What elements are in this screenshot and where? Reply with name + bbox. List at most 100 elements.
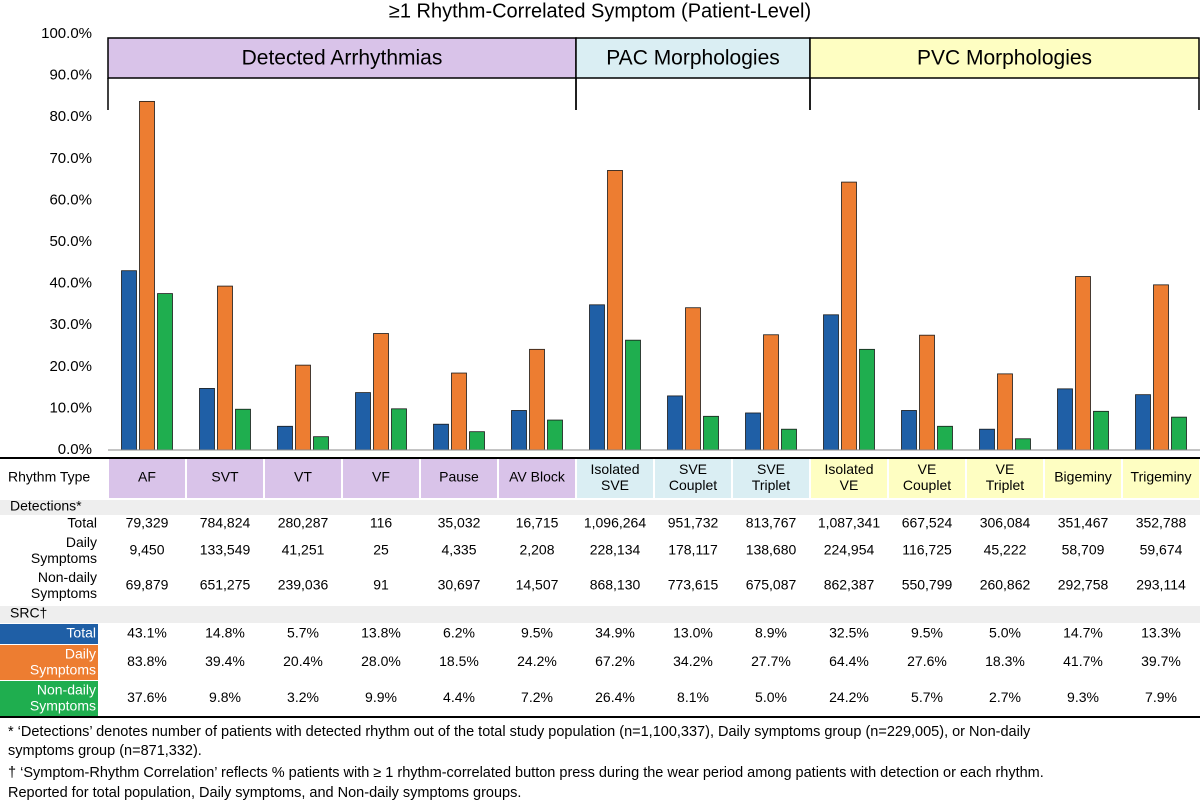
bar: [157, 293, 173, 451]
category-label: AF: [138, 469, 156, 485]
group-box: [575, 37, 811, 79]
cell: 178,117: [668, 542, 718, 558]
cell: 9,450: [129, 542, 164, 558]
cell: 813,767: [746, 515, 797, 531]
bar: [781, 428, 797, 451]
value-label: 5.0%: [989, 625, 1021, 641]
category-cell: [499, 459, 575, 498]
bar: [667, 395, 683, 451]
legend-label: Non-daily Symptoms: [30, 681, 96, 713]
value-label: 6.2%: [443, 625, 475, 641]
category-cell: [967, 459, 1043, 498]
section-label: SRC†: [10, 605, 47, 621]
bar: [685, 307, 701, 451]
group-label: PVC Morphologies: [917, 47, 1092, 70]
y-tick-label: 20.0%: [49, 358, 92, 375]
category-label: Isolated SVE: [590, 461, 639, 493]
value-label: 5.7%: [911, 689, 943, 705]
value-label: 13.3%: [1141, 625, 1181, 641]
cell: 91: [373, 577, 389, 593]
bar: [235, 408, 251, 451]
value-label: 39.4%: [205, 653, 245, 669]
category-cell: [265, 459, 341, 498]
value-label: 32.5%: [829, 625, 869, 641]
value-label: 67.2%: [595, 653, 635, 669]
table-header: Rhythm Type: [8, 469, 90, 485]
category-label: SVE Couplet: [669, 461, 717, 493]
bar: [451, 372, 467, 451]
cell: 69,879: [126, 577, 169, 593]
y-tick-label: 10.0%: [49, 399, 92, 416]
category-cell: [577, 459, 653, 498]
footnote: symptoms group (n=871,332).: [8, 743, 202, 759]
group-box: [107, 37, 577, 79]
bar: [391, 408, 407, 451]
category-cell: [187, 459, 263, 498]
bar: [1153, 284, 1169, 451]
value-label: 14.7%: [1063, 625, 1103, 641]
value-label: 28.0%: [361, 653, 401, 669]
bar: [469, 431, 485, 451]
bar: [1015, 438, 1031, 451]
bar: [859, 348, 875, 451]
cell: 228,134: [590, 542, 641, 558]
bar: [823, 314, 839, 451]
y-tick-label: 90.0%: [49, 67, 92, 84]
cell: 14,507: [516, 577, 559, 593]
cell: 116: [370, 515, 393, 531]
bar: [841, 181, 857, 451]
bar: [139, 100, 155, 451]
cell: 306,084: [980, 515, 1031, 531]
cell: 58,709: [1062, 542, 1105, 558]
cell: 773,615: [668, 577, 719, 593]
legend-label: Daily Symptoms: [30, 645, 96, 677]
cell: 59,674: [1140, 542, 1183, 558]
category-cell: [109, 459, 185, 498]
value-label: 13.0%: [673, 625, 713, 641]
value-label: 27.7%: [751, 653, 791, 669]
y-tick-label: 100.0%: [41, 25, 92, 42]
chart-title: ≥1 Rhythm-Correlated Symptom (Patient-Le…: [389, 0, 811, 22]
section-label: Detections*: [10, 498, 82, 514]
bar: [1093, 410, 1109, 451]
bar: [1057, 388, 1073, 451]
bar: [901, 410, 917, 451]
cell: 868,130: [590, 577, 641, 593]
cell: 951,732: [668, 515, 719, 531]
value-label: 39.7%: [1141, 653, 1181, 669]
category-cell: [343, 459, 419, 498]
category-label: VE Triplet: [986, 461, 1024, 493]
cell: 35,032: [438, 515, 481, 531]
cell: 45,222: [984, 542, 1027, 558]
value-label: 14.8%: [205, 625, 245, 641]
bar: [511, 410, 527, 451]
cell: 1,087,341: [818, 515, 880, 531]
value-label: 37.6%: [127, 689, 167, 705]
legend-label: Total: [66, 625, 96, 641]
bar: [625, 339, 641, 451]
section-band: [0, 500, 1200, 515]
value-label: 64.4%: [829, 653, 869, 669]
value-label: 26.4%: [595, 689, 635, 705]
cell: 784,824: [200, 515, 251, 531]
cell: 224,954: [824, 542, 875, 558]
bar: [199, 388, 215, 451]
value-label: 24.2%: [517, 653, 557, 669]
category-label: SVT: [211, 469, 239, 485]
y-tick-label: 80.0%: [49, 108, 92, 125]
bar: [529, 348, 545, 451]
section-band: [0, 606, 1200, 623]
value-label: 2.7%: [989, 689, 1021, 705]
bar: [589, 304, 605, 451]
category-label: Pause: [439, 469, 479, 485]
bar: [919, 334, 935, 451]
row-label: Non-daily Symptoms: [31, 569, 97, 601]
bar: [763, 334, 779, 451]
cell: 16,715: [516, 515, 559, 531]
category-label: VE Couplet: [903, 461, 951, 493]
value-label: 9.5%: [911, 625, 943, 641]
value-label: 5.7%: [287, 625, 319, 641]
value-label: 24.2%: [829, 689, 869, 705]
bar: [373, 333, 389, 451]
